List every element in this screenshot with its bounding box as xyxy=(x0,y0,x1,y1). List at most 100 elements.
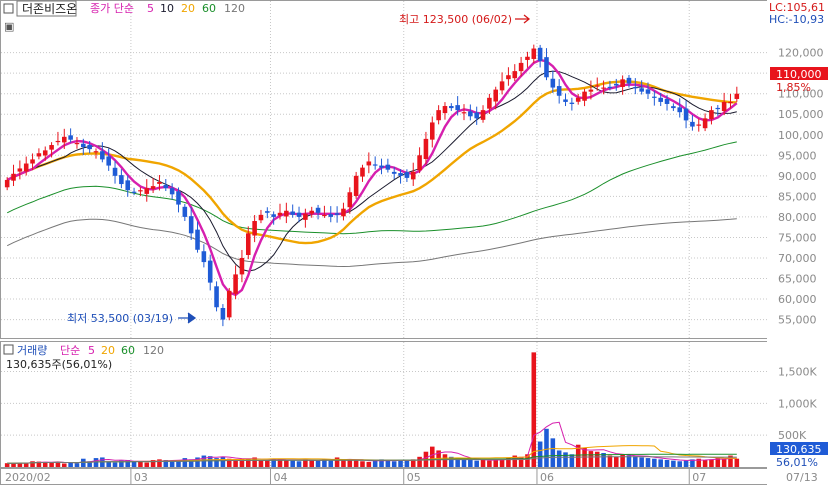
candle-body xyxy=(620,79,625,87)
volume-legend-prefix: 단순 xyxy=(60,344,80,357)
candle-body xyxy=(480,110,486,120)
candle-body xyxy=(188,216,194,234)
candle-body xyxy=(258,214,264,221)
current-change-label: 1,85% xyxy=(776,81,811,94)
volume-bar xyxy=(315,460,321,467)
volume-bar xyxy=(214,458,219,467)
candle-body xyxy=(512,71,518,79)
volume-bar xyxy=(474,460,479,467)
candle-body xyxy=(271,214,276,217)
candle-body xyxy=(226,290,232,318)
candle-body xyxy=(544,57,549,78)
candle-body xyxy=(525,56,530,60)
candle-body xyxy=(461,112,467,114)
candle-body xyxy=(309,210,315,214)
candle-body xyxy=(252,221,257,236)
volume-settings-checkbox-icon[interactable] xyxy=(3,344,14,355)
stock-name-box[interactable] xyxy=(16,0,77,17)
volume-bar xyxy=(17,462,23,467)
volume-bar xyxy=(734,458,740,467)
candle-body xyxy=(728,101,733,104)
candle-body xyxy=(11,173,16,181)
volume-bar xyxy=(506,457,511,467)
volume-bar xyxy=(271,459,276,467)
low-arrow xyxy=(178,312,197,324)
right-axis-bg xyxy=(767,0,833,485)
volume-bar xyxy=(550,438,556,467)
price-tick-label: 75,000 xyxy=(778,231,817,244)
volume-bar xyxy=(341,459,346,467)
volume-bar xyxy=(480,459,486,467)
volume-bar xyxy=(176,461,181,467)
candle-body xyxy=(239,257,245,275)
candle-body xyxy=(702,118,708,129)
volume-bar xyxy=(334,457,340,467)
candle-body xyxy=(652,96,657,98)
candle-body xyxy=(594,85,600,87)
volume-current-label: 130,635주(56,01%) xyxy=(6,358,112,371)
candle-body xyxy=(569,102,575,104)
date-box: 07/13 xyxy=(786,471,818,484)
volume-bar xyxy=(347,459,353,467)
candle-body xyxy=(207,260,213,283)
volume-axis-ticks: 1,500K 1,000K 500K xyxy=(778,365,817,442)
volume-bar xyxy=(683,460,689,467)
candle-body xyxy=(42,150,48,156)
candle-body xyxy=(201,251,207,263)
volume-current-box xyxy=(770,442,828,455)
price-legend-ma5: 5 xyxy=(147,2,154,15)
hc-label: HC:-10,93 xyxy=(769,13,824,26)
candle-body xyxy=(626,77,632,84)
candle-body xyxy=(429,122,435,140)
candle-body xyxy=(683,108,689,121)
volume-bar xyxy=(11,463,16,467)
volume-bar xyxy=(277,458,283,467)
volume-bar xyxy=(404,460,410,467)
volume-legend-ma60: 60 xyxy=(121,344,135,357)
volume-bar xyxy=(601,452,606,467)
current-price-box xyxy=(770,67,828,80)
lc-label: LC:105,61 xyxy=(769,1,825,14)
price-legend-ma120: 120 xyxy=(224,2,245,15)
high-annotation: 최고 123,500 (06/02) xyxy=(399,13,512,26)
candle-body xyxy=(423,138,429,160)
volume-bar xyxy=(385,459,391,467)
candle-body xyxy=(55,140,61,143)
candle-body xyxy=(106,156,111,166)
candle-body xyxy=(176,191,181,205)
volume-bar xyxy=(512,455,518,467)
volume-bar xyxy=(74,463,80,467)
candle-body xyxy=(353,175,359,196)
candle-body xyxy=(658,97,663,102)
volume-bar xyxy=(652,458,657,467)
volume-bar xyxy=(429,446,435,467)
candle-body xyxy=(518,62,524,72)
candle-body xyxy=(49,145,54,150)
moving-average-lines xyxy=(6,58,738,297)
low-annotation: 최저 53,500 (03/19) xyxy=(67,312,173,325)
volume-bar xyxy=(626,455,632,467)
volume-bar xyxy=(239,459,245,467)
volume-bar xyxy=(150,459,156,467)
candle-body xyxy=(601,87,606,89)
candle-body xyxy=(87,144,92,150)
volume-bar xyxy=(366,461,372,467)
candle-body xyxy=(144,188,150,194)
candle-body xyxy=(677,107,683,113)
volume-bar xyxy=(163,459,169,467)
volume-legend-ma5: 5 xyxy=(88,344,95,357)
candle-body xyxy=(157,182,162,184)
candle-body xyxy=(499,81,505,91)
date-tick-label: 05 xyxy=(407,471,421,484)
price-axis-ticks: 120,000115,000110,000105,000100,00095,00… xyxy=(778,47,824,327)
candle-body xyxy=(169,188,175,195)
price-panel-frame xyxy=(0,0,768,339)
volume-bar xyxy=(87,461,92,467)
volume-bar xyxy=(138,461,143,467)
price-tick-label: 105,000 xyxy=(778,108,824,121)
volume-bar xyxy=(61,463,67,467)
volume-bar xyxy=(36,461,42,467)
volume-bar xyxy=(728,455,733,467)
settings-checkbox-icon[interactable] xyxy=(3,3,14,14)
